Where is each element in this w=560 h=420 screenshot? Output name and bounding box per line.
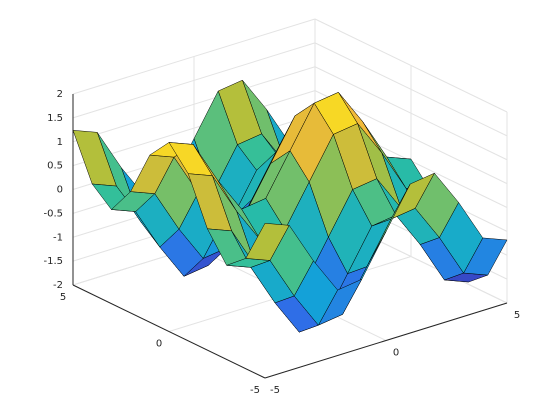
z-tick-label: -1.5	[43, 256, 63, 267]
y-tick-label: 0	[156, 339, 162, 350]
y-tick-label: -5	[250, 385, 260, 396]
axis-line	[264, 302, 508, 379]
axis-line	[72, 284, 266, 379]
x-tick-label: 5	[514, 310, 520, 321]
y-tick-label: 5	[60, 292, 66, 303]
z-tick-label: 1	[57, 137, 63, 148]
grid-line	[314, 18, 508, 113]
x-tick-label: -5	[270, 385, 280, 396]
x-tick-label: 0	[393, 348, 399, 359]
grid-line	[72, 66, 316, 143]
z-tick-label: 0	[57, 185, 63, 196]
grid-line	[72, 90, 316, 167]
z-tick-label: -0.5	[43, 208, 63, 219]
z-tick-label: -2	[53, 280, 63, 291]
grid-line	[72, 18, 316, 95]
surface-face	[245, 223, 290, 261]
z-tick-label: -1	[53, 232, 63, 243]
grid-line	[314, 42, 508, 137]
z-tick-label: 2	[57, 89, 63, 100]
grid-line	[72, 42, 316, 119]
grid-line	[314, 66, 508, 161]
z-tick-label: 1.5	[47, 113, 63, 124]
z-tick-label: 0.5	[47, 161, 63, 172]
